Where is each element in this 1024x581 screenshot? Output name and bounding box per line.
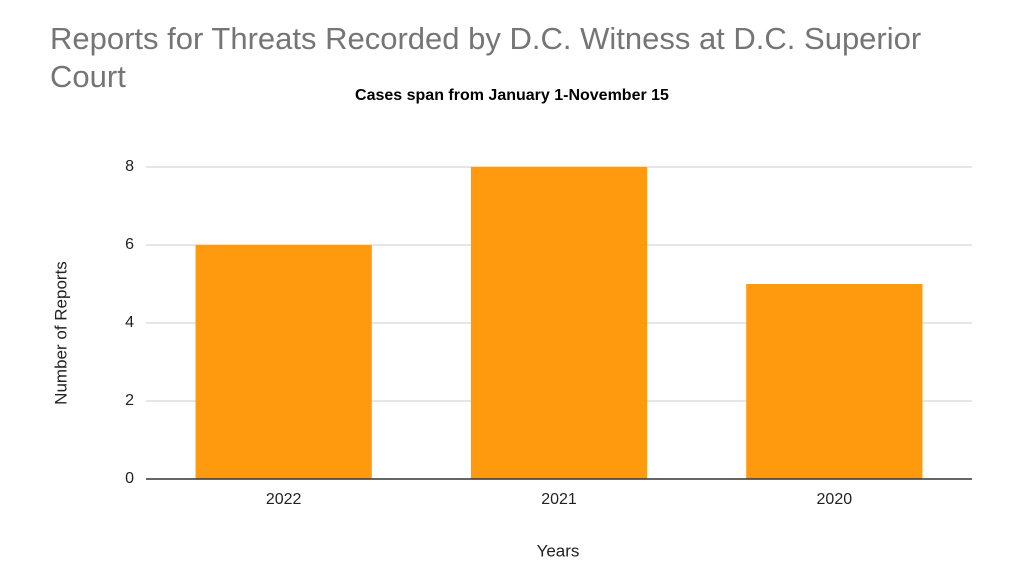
bar: [470, 167, 648, 479]
y-tick-label: 8: [125, 158, 134, 175]
chart-title: Reports for Threats Recorded by D.C. Wit…: [50, 21, 922, 94]
x-tick-label: 2020: [817, 491, 853, 508]
y-axis-label: Number of Reports: [51, 261, 70, 405]
y-tick-label: 2: [125, 392, 134, 409]
chart-subtitle: Cases span from January 1-November 15: [355, 87, 669, 104]
bar: [195, 245, 372, 479]
y-tick-label: 6: [125, 236, 134, 253]
bar: [746, 284, 923, 479]
x-tick-label: 2021: [541, 491, 577, 508]
y-tick-label: 4: [125, 314, 134, 331]
x-axis-label: Years: [537, 541, 580, 560]
y-tick-label: 0: [125, 470, 134, 487]
x-tick-label: 2022: [266, 491, 302, 508]
